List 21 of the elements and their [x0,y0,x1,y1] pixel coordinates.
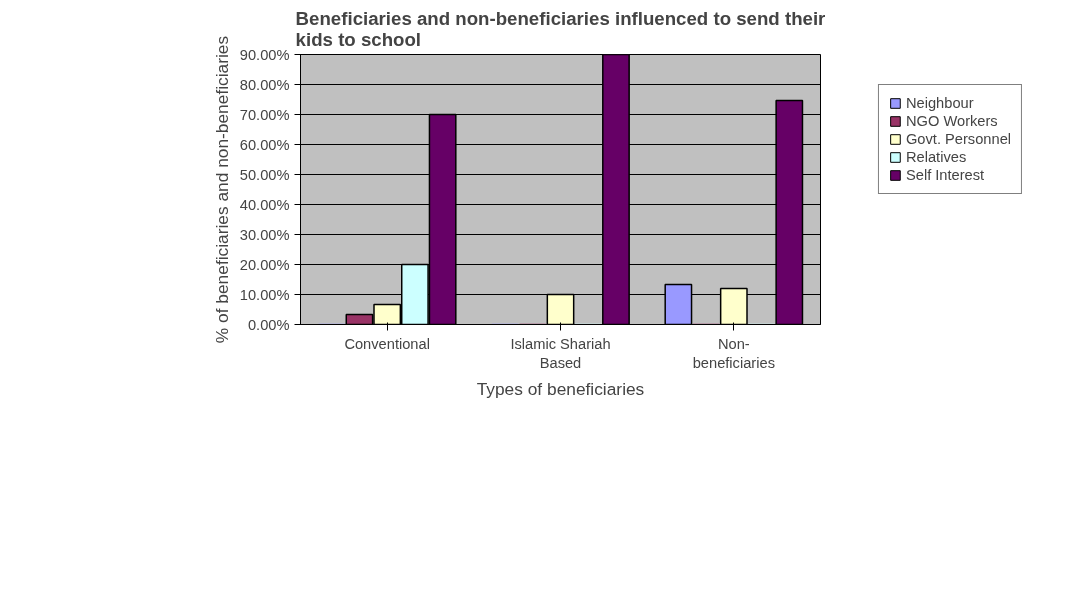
legend-label: Neighbour [905,94,974,111]
y-tick-label: 0.00% [247,316,290,333]
x-tick-label: Conventional [344,335,430,352]
legend-label: NGO Workers [905,112,998,129]
legend-label: Self Interest [905,166,985,183]
x-axis-title: Types of beneficiaries [476,378,645,399]
y-tick-label: 60.00% [239,136,290,153]
legend-label: Relatives [905,148,967,165]
y-tick-label: 20.00% [239,256,290,273]
chart-title: Beneficiaries and non-beneficiaries influenced to send their kids to school [295,7,826,50]
y-axis-title: % of beneficiaries and non-beneficiaries [211,35,232,344]
legend-label: Govt. Personnel [905,130,1012,147]
y-tick-label: 80.00% [239,76,290,93]
y-tick-label: 10.00% [239,286,290,303]
x-tick-label: Islamic Shariah Based [510,335,611,371]
y-tick-label: 40.00% [239,196,290,213]
y-tick-label: 50.00% [239,166,290,183]
x-tick-label: Non-beneficiaries [692,335,775,371]
y-tick-label: 70.00% [239,106,290,123]
y-tick-label: 30.00% [239,226,290,243]
y-tick-label: 90.00% [239,46,290,63]
